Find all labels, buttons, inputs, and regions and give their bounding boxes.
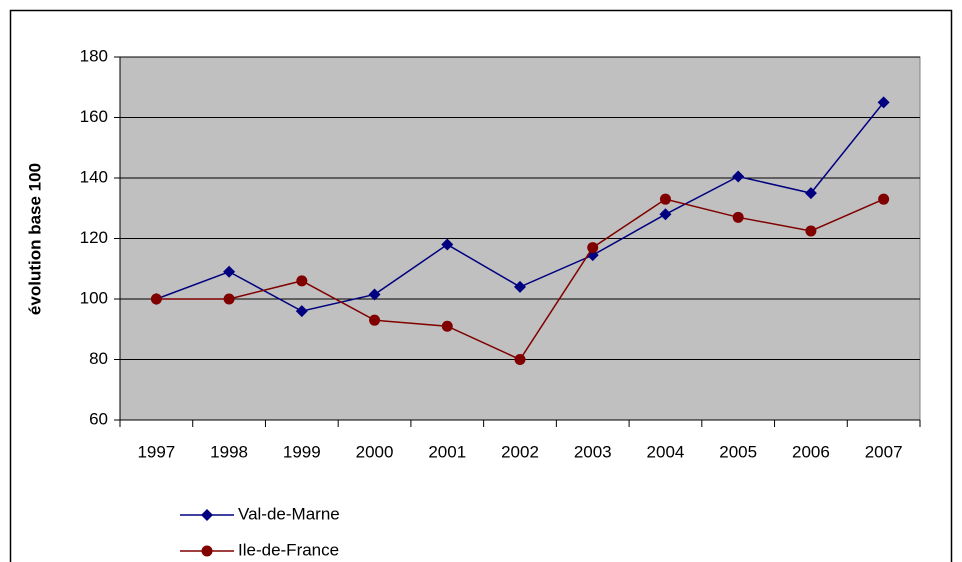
x-tick-label: 1998 — [210, 442, 248, 461]
x-tick-label: 2007 — [865, 442, 903, 461]
data-point — [369, 314, 381, 326]
x-tick-label: 2000 — [356, 442, 394, 461]
y-tick-label: 140 — [80, 167, 108, 186]
data-point — [514, 354, 526, 365]
data-point — [878, 193, 890, 205]
x-tick-label: 2004 — [647, 442, 685, 461]
legend-label: Ile-de-France — [238, 540, 339, 559]
data-point — [659, 193, 671, 205]
x-tick-label: 1999 — [283, 442, 321, 461]
data-point — [295, 305, 308, 318]
x-tick-label: 1997 — [137, 442, 175, 461]
data-point — [223, 265, 236, 278]
data-point — [150, 293, 162, 305]
legend-marker — [201, 545, 213, 557]
x-tick-label: 2002 — [501, 442, 539, 461]
y-axis-label: évolution base 100 — [25, 163, 44, 315]
y-tick-label: 80 — [89, 349, 108, 368]
x-tick-label: 2001 — [428, 442, 466, 461]
data-point — [732, 170, 745, 183]
data-point — [296, 275, 308, 287]
data-point — [805, 225, 817, 237]
data-point — [659, 208, 672, 221]
x-tick-label: 2006 — [792, 442, 830, 461]
x-tick-label: 2003 — [574, 442, 612, 461]
data-point — [877, 96, 890, 109]
y-tick-label: 120 — [80, 228, 108, 247]
legend-label: Val-de-Marne — [238, 504, 340, 523]
data-point — [368, 288, 381, 301]
data-point — [587, 242, 599, 254]
data-point — [441, 320, 453, 332]
data-point — [441, 238, 454, 251]
data-point — [732, 211, 744, 223]
data-point — [514, 280, 526, 293]
x-tick-label: 2005 — [719, 442, 757, 461]
data-point — [804, 187, 817, 200]
y-tick-label: 60 — [89, 409, 108, 428]
y-tick-label: 160 — [80, 107, 108, 126]
legend-marker — [201, 509, 213, 521]
y-tick-label: 100 — [80, 288, 108, 307]
data-point — [223, 293, 235, 305]
y-tick-label: 180 — [80, 46, 108, 65]
